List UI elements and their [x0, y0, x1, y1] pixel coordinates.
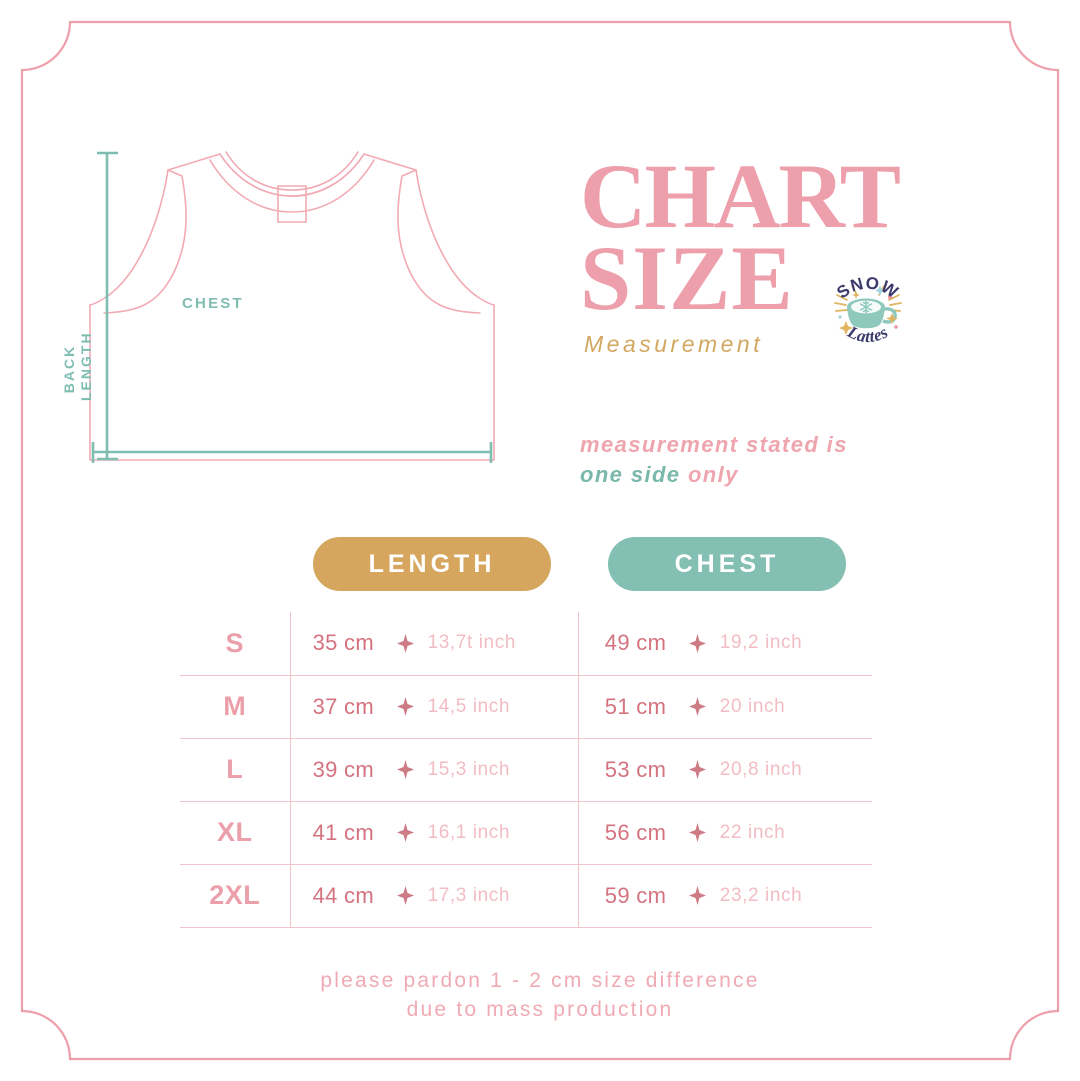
- footer-line1: please pardon 1 - 2 cm size difference: [320, 969, 760, 992]
- length-cm: 37 cm: [312, 693, 374, 719]
- footer-note: please pardon 1 - 2 cm size difference d…: [140, 966, 940, 1024]
- sparkle-decor-icon: [838, 285, 898, 335]
- length-cell: 37 cm 14,5 inch: [289, 675, 579, 739]
- chest-cm: 53 cm: [604, 756, 667, 782]
- length-inch: 15,3 inch: [427, 758, 511, 780]
- chest-inch: 20,8 inch: [719, 758, 803, 780]
- column-header-chest: CHEST: [608, 537, 846, 591]
- svg-text:SNOW: SNOW: [833, 273, 902, 302]
- table-row: 2XL 44 cm 17,3 inch 59 cm 23,2 inch: [180, 864, 872, 928]
- chest-cm: 51 cm: [604, 693, 667, 719]
- chest-inch: 23,2 inch: [719, 884, 803, 906]
- sparkle-separator-icon: [396, 823, 414, 842]
- sparkle-separator-icon: [396, 886, 414, 905]
- latte-cup-icon: [847, 298, 897, 329]
- chest-cell: 59 cm 23,2 inch: [577, 864, 872, 928]
- note-part2: only: [687, 462, 739, 487]
- size-label: XL: [180, 801, 291, 865]
- chest-cm: 59 cm: [604, 882, 667, 908]
- table-row: L 39 cm 15,3 inch 53 cm 20,8 inch: [180, 738, 872, 802]
- logo-top-text: SNOW: [833, 273, 901, 302]
- chest-measure-label: CHEST: [182, 295, 244, 312]
- length-cell: 44 cm 17,3 inch: [289, 864, 579, 928]
- page-title-chart: CHART: [580, 145, 901, 247]
- note-emphasis: one side: [580, 462, 681, 487]
- table-row: XL 41 cm 16,1 inch 56 cm 22 inch: [180, 801, 872, 865]
- garment-illustration: [89, 151, 495, 463]
- sparkle-separator-icon: [688, 823, 706, 842]
- size-label: L: [180, 738, 291, 802]
- chest-inch: 22 inch: [719, 821, 786, 843]
- back-length-line2: LENGTH: [78, 331, 94, 401]
- chest-cell: 56 cm 22 inch: [577, 801, 872, 865]
- chest-cell: 53 cm 20,8 inch: [577, 738, 872, 802]
- sparkle-separator-icon: [396, 633, 414, 653]
- length-inch: 13,7t inch: [427, 632, 516, 654]
- sparkle-separator-icon: [688, 633, 706, 653]
- back-length-measure-label: BACK LENGTH: [61, 331, 95, 401]
- chest-inch: 19,2 inch: [719, 632, 803, 654]
- size-label: M: [180, 675, 291, 739]
- length-inch: 16,1 inch: [427, 821, 511, 843]
- length-cm: 35 cm: [312, 630, 374, 656]
- table-row: S 35 cm 13,7t inch 49 cm 19,2 inch: [180, 612, 872, 676]
- length-cell: 35 cm 13,7t inch: [289, 612, 579, 676]
- page-subtitle: Measurement: [584, 331, 764, 357]
- length-cell: 41 cm 16,1 inch: [289, 801, 579, 865]
- sparkle-separator-icon: [688, 697, 706, 716]
- sparkle-separator-icon: [396, 760, 414, 779]
- sparkle-separator-icon: [688, 886, 706, 905]
- chest-cell: 51 cm 20 inch: [577, 675, 872, 739]
- length-cm: 44 cm: [312, 882, 374, 908]
- note-part1: measurement stated is: [580, 432, 848, 457]
- size-chart-table: S 35 cm 13,7t inch 49 cm 19,2 inch M 37 cm 14,5…: [180, 612, 872, 928]
- chest-cm: 49 cm: [604, 630, 667, 656]
- chest-cell: 49 cm 19,2 inch: [577, 612, 872, 676]
- measurement-note: measurement stated is one side only: [580, 430, 980, 490]
- headline-block: CHART SIZE Measurement: [580, 145, 1000, 358]
- back-length-line1: BACK: [61, 344, 77, 394]
- page-title-size: SIZE: [580, 227, 794, 329]
- length-inch: 17,3 inch: [427, 884, 511, 906]
- size-table-body: S 35 cm 13,7t inch 49 cm 19,2 inch M 37 cm 14,5…: [180, 612, 872, 928]
- table-row: M 37 cm 14,5 inch 51 cm 20 inch: [180, 675, 872, 739]
- chest-cm: 56 cm: [604, 819, 667, 845]
- size-label: 2XL: [180, 864, 291, 928]
- sparkle-separator-icon: [396, 697, 414, 716]
- chest-inch: 20 inch: [719, 695, 786, 717]
- footer-line2: due to mass production: [406, 998, 674, 1021]
- length-inch: 14,5 inch: [427, 695, 511, 717]
- length-cm: 39 cm: [312, 756, 374, 782]
- brand-logo: SNOW Lattes: [833, 273, 902, 346]
- length-cm: 41 cm: [312, 819, 374, 845]
- length-cell: 39 cm 15,3 inch: [289, 738, 579, 802]
- size-label: S: [180, 612, 291, 676]
- sparkle-separator-icon: [688, 760, 706, 779]
- column-header-length: LENGTH: [313, 537, 551, 591]
